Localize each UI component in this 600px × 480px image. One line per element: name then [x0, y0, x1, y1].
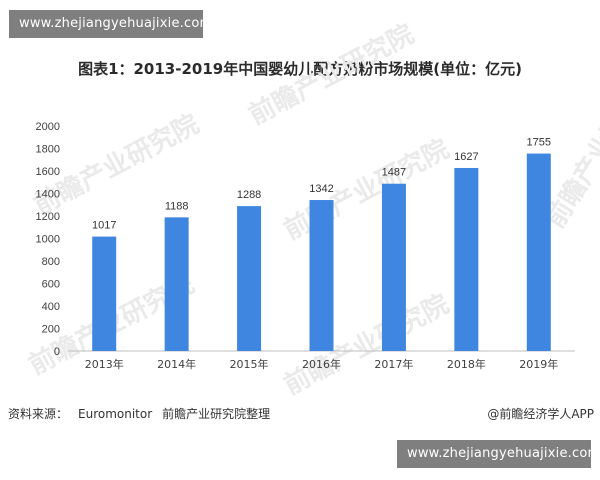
source-name: Euromonitor — [78, 407, 153, 421]
y-tick-label: 1800 — [36, 144, 60, 156]
x-tick-label: 2018年 — [447, 357, 486, 371]
watermark-text: 前瞻产业研究院 — [279, 133, 454, 246]
bar — [309, 200, 334, 351]
y-tick-label: 0 — [54, 346, 60, 358]
bar — [92, 236, 117, 351]
watermark-text: 前瞻产业研究院 — [279, 288, 454, 401]
data-label: 1487 — [382, 167, 406, 179]
y-tick-label: 1200 — [36, 211, 60, 223]
x-tick-label: 2015年 — [230, 357, 269, 371]
y-tick-label: 1600 — [36, 166, 60, 178]
data-label: 1017 — [92, 220, 116, 232]
bar — [454, 167, 479, 351]
y-tick-label: 1400 — [36, 189, 60, 201]
y-tick-label: 2000 — [36, 121, 60, 133]
source-label: 资料来源： — [8, 407, 69, 421]
source-note: 资料来源： Euromonitor 前瞻产业研究院整理 — [8, 405, 270, 422]
axes: 0 200 400 600 800 1000 1200 1400 1600 1800 2000 201… — [36, 121, 575, 371]
bar — [237, 206, 262, 351]
x-tick-label: 2017年 — [374, 357, 413, 371]
x-tick-label: 2016年 — [302, 357, 341, 371]
url-watermark-bottom: www.zhejiangyehuajixie.com — [397, 440, 600, 468]
credit-note: @前瞻经济学人APP — [487, 407, 594, 421]
source-org: 前瞻产业研究院整理 — [162, 407, 271, 421]
data-label: 1188 — [165, 200, 189, 212]
x-tick-label: 2014年 — [157, 357, 196, 371]
data-label: 1288 — [237, 189, 261, 201]
watermark-text: 前瞻产业研究院 — [244, 18, 419, 131]
y-tick-label: 200 — [42, 324, 60, 336]
data-labels: 1017 1188 1288 1342 1487 1627 1755 — [92, 137, 551, 232]
x-tick-label: 2019年 — [519, 357, 558, 371]
data-label: 1627 — [454, 151, 478, 163]
bar — [164, 217, 189, 351]
x-tick-label: 2013年 — [85, 357, 124, 371]
chart-title: 图表1：2013-2019年中国婴幼儿配方奶粉市场规模(单位：亿元) — [78, 60, 522, 78]
y-tick-label: 1000 — [36, 234, 60, 246]
bar — [526, 153, 551, 351]
y-tick-label: 800 — [42, 256, 60, 268]
y-tick-label: 400 — [42, 301, 60, 313]
url-watermark-top: www.zhejiangyehuajixie.com — [9, 10, 212, 38]
data-label: 1342 — [309, 183, 333, 195]
data-label: 1755 — [527, 137, 551, 149]
bars — [92, 153, 551, 351]
bar — [381, 183, 406, 351]
y-tick-label: 600 — [42, 279, 60, 291]
